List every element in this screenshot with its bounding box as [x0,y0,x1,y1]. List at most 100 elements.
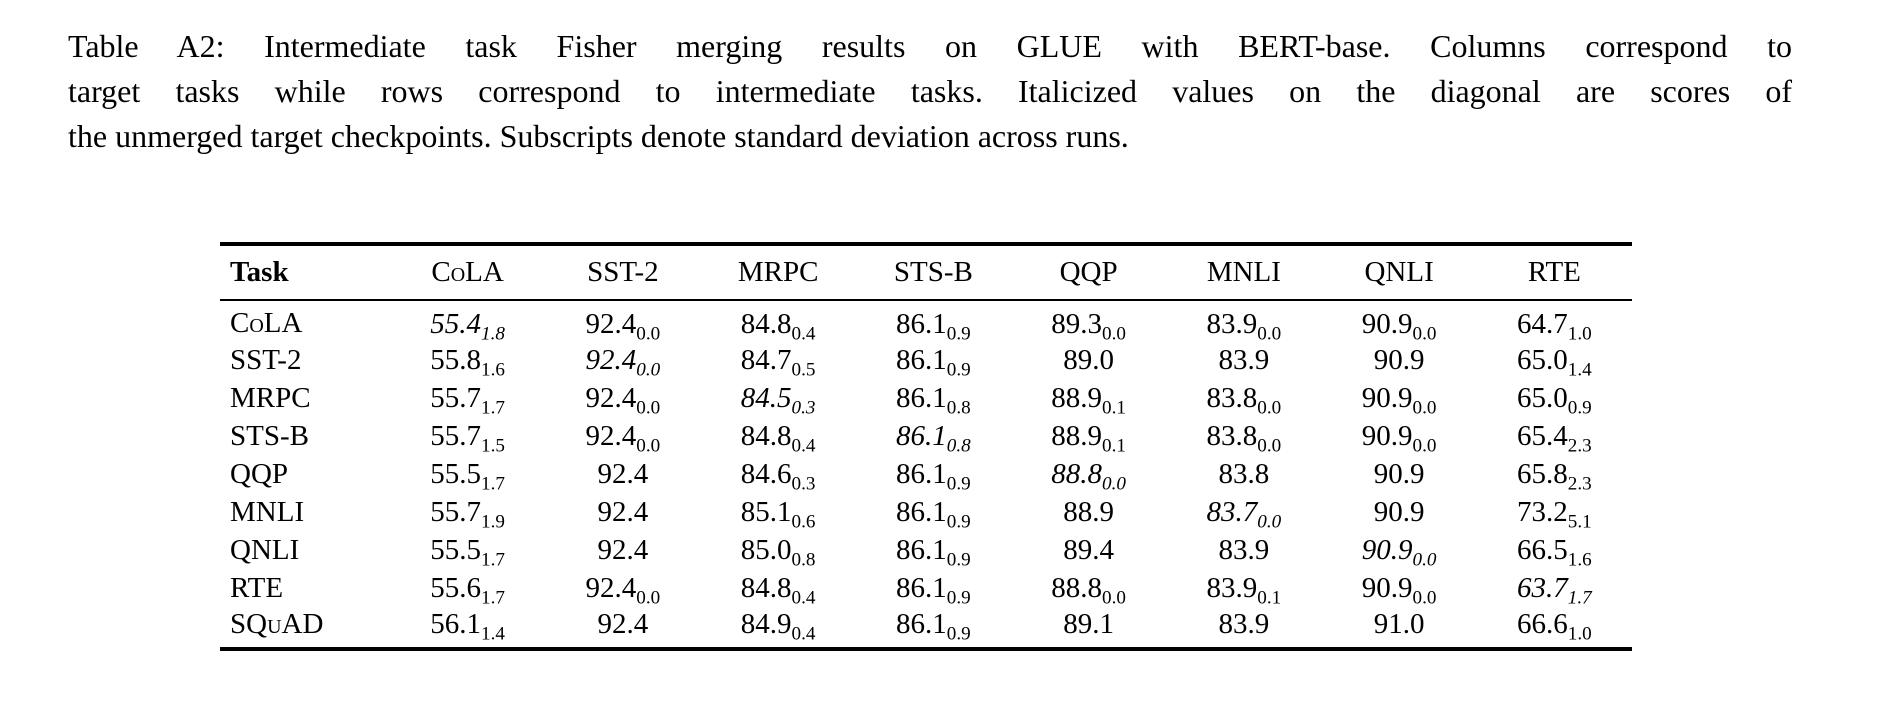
score-stddev: 1.7 [481,473,505,495]
score-cell-mrpc-sst-2: 92.40.0 [545,379,700,419]
score-value: 65.0 [1517,381,1568,414]
score-stddev: 0.0 [1257,511,1282,533]
score-cell-sts-b-qqp: 88.90.1 [1011,417,1166,457]
score-stddev: 0.0 [1257,435,1282,457]
table-row-mnli: MNLI 55.71.9 92.4 85.10.6 86.10.9 88.9 83.70.0… [220,493,1632,533]
table-row-cola: CoLA 55.41.8 92.40.0 84.80.4 86.10.9 89.30.0 8… [220,300,1632,345]
score-cell-squad-rte: 66.61.0 [1477,607,1632,649]
score-stddev: 0.4 [791,435,816,457]
score-value: 85.1 [740,495,792,528]
score-cell-cola-cola: 55.41.8 [390,300,545,344]
score-cell-qnli-cola: 55.51.7 [390,531,545,570]
score-stddev: 0.8 [946,397,971,419]
row-label-qnli: QNLI [230,533,300,566]
score-value: 88.9 [1051,419,1103,452]
score-value: 90.9 [1361,307,1413,340]
column-header-sst-2: SST-2 [587,256,659,288]
table-row-mrpc: MRPC 55.71.7 92.40.0 84.50.3 86.10.8 88.90.1 8… [220,379,1632,419]
score-value: 89.1 [1063,607,1114,640]
score-cell-qqp-sst-2: 92.4 [545,455,700,493]
column-header-qqp: QQP [1059,256,1118,288]
score-value: 92.4 [597,533,649,566]
score-cell-qqp-qnli: 90.9 [1322,455,1477,493]
score-cell-rte-qnli: 90.90.0 [1322,569,1477,608]
score-cell-sts-b-mnli: 83.80.0 [1166,417,1321,457]
score-stddev: 0.9 [946,511,971,533]
score-cell-squad-qqp: 89.1 [1011,607,1166,649]
score-value: 91.0 [1373,607,1425,640]
score-cell-mrpc-cola: 55.71.7 [390,379,545,418]
score-cell-rte-mrpc: 84.80.4 [701,569,856,608]
score-stddev: 0.0 [1257,397,1282,419]
score-value: 55.6 [430,571,482,604]
score-value: 88.9 [1063,495,1114,528]
table-row-qnli: QNLI 55.51.7 92.4 85.00.8 86.10.9 89.4 83.9 90.… [220,531,1632,570]
score-stddev: 1.7 [481,587,505,609]
score-cell-mnli-mnli: 83.70.0 [1166,493,1321,533]
score-cell-mnli-rte: 73.25.1 [1477,493,1632,532]
score-cell-qqp-mnli: 83.8 [1166,455,1321,493]
column-header-rte: RTE [1527,256,1581,288]
score-value: 90.9 [1361,533,1413,566]
score-cell-rte-sts-b: 86.10.9 [856,569,1011,608]
score-cell-sts-b-mrpc: 84.80.4 [701,417,856,457]
score-value: 86.1 [896,419,947,452]
score-value: 89.3 [1051,307,1103,340]
score-cell-sts-b-sst-2: 92.40.0 [545,417,700,456]
score-stddev: 1.7 [1567,587,1592,609]
score-stddev: 2.3 [1567,435,1592,457]
score-cell-mrpc-rte: 65.00.9 [1477,379,1632,419]
score-cell-rte-mnli: 83.90.1 [1166,569,1321,609]
score-cell-qnli-sst-2: 92.4 [545,531,700,569]
score-cell-mnli-mrpc: 85.10.6 [701,493,856,532]
score-stddev: 0.9 [946,623,971,645]
table-row-rte: RTE 55.61.7 92.40.0 84.80.4 86.10.9 88.80.0 83… [220,569,1632,609]
score-stddev: 1.4 [1567,359,1592,381]
score-value: 86.1 [896,307,947,340]
score-stddev: 0.0 [1412,323,1437,345]
score-cell-sts-b-qnli: 90.90.0 [1322,417,1477,456]
score-value: 92.4 [597,495,649,528]
column-header-mrpc: MRPC [737,256,819,288]
score-stddev: 1.9 [481,511,505,533]
score-cell-sst-2-qnli: 90.9 [1322,341,1477,379]
score-value: 84.6 [740,457,792,490]
score-cell-mrpc-qnli: 90.90.0 [1322,379,1477,419]
score-stddev: 0.0 [1412,397,1437,419]
column-header-sts-b: STS-B [893,256,973,288]
score-value: 55.7 [430,495,482,528]
score-cell-qnli-qnli: 90.90.0 [1322,531,1477,570]
score-value: 55.5 [430,457,482,490]
score-value: 83.7 [1206,495,1258,528]
score-value: 88.8 [1051,571,1103,604]
score-stddev: 0.0 [1257,323,1282,345]
score-value: 84.7 [740,343,792,376]
score-cell-cola-sts-b: 86.10.9 [856,300,1011,344]
score-value: 90.9 [1361,381,1413,414]
row-label-cola: CoLA [230,307,303,339]
score-cell-sst-2-mrpc: 84.70.5 [701,341,856,380]
score-value: 83.9 [1218,533,1270,566]
score-value: 86.1 [896,571,947,604]
score-stddev: 0.0 [636,323,661,345]
score-value: 55.4 [430,307,482,340]
score-value: 90.9 [1361,419,1413,452]
score-stddev: 0.0 [636,397,661,419]
score-value: 84.8 [740,307,792,340]
score-value: 84.5 [740,381,792,414]
row-label-rte: RTE [230,571,284,604]
score-value: 83.9 [1218,607,1270,640]
score-stddev: 0.1 [1102,435,1126,457]
score-stddev: 1.0 [1567,323,1592,345]
score-stddev: 1.4 [481,623,505,645]
column-header-mnli: MNLI [1206,256,1281,288]
score-stddev: 0.1 [1257,587,1282,609]
score-cell-mrpc-sts-b: 86.10.8 [856,379,1011,419]
score-cell-qqp-sts-b: 86.10.9 [856,455,1011,494]
score-stddev: 0.9 [1567,397,1592,419]
score-value: 83.9 [1218,343,1270,376]
score-value: 84.8 [740,571,792,604]
column-header-qnli: QNLI [1364,256,1434,288]
score-value: 92.4 [585,571,637,604]
score-value: 66.5 [1517,533,1568,566]
